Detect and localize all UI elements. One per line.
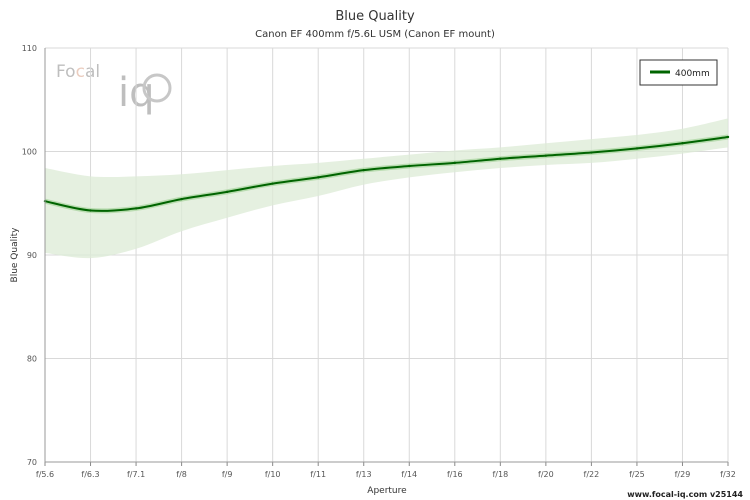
legend-label-400mm: 400mm [675, 69, 710, 79]
data-point [89, 209, 92, 212]
x-tick-label: f/22 [584, 470, 600, 479]
confidence-band-400mm [45, 118, 728, 259]
x-tick-label: f/16 [447, 470, 463, 479]
chart-subtitle: Canon EF 400mm f/5.6L USM (Canon EF moun… [255, 29, 495, 40]
axis-layer: 70 80 90 100 110 f/5.6 f/6.3 f/7.1 f/8 f/9 f/10 f/1… [22, 44, 736, 479]
x-tick-label: f/9 [222, 470, 233, 479]
x-tick-label: f/25 [629, 470, 645, 479]
x-tick-label: f/10 [265, 470, 281, 479]
data-point [453, 161, 456, 165]
legend: 400mm [639, 59, 718, 86]
data-point [362, 168, 365, 172]
x-tick-label: f/6.3 [81, 470, 99, 479]
x-tick-label: f/8 [176, 470, 187, 479]
chart-title: Blue Quality [335, 9, 415, 24]
data-point [681, 142, 684, 145]
x-tick-label: f/32 [720, 470, 736, 479]
x-tick-label: f/29 [675, 470, 691, 479]
y-axis-title: Blue Quality [10, 227, 20, 283]
y-tick-label: 80 [27, 355, 37, 364]
series-line-400mm [44, 136, 729, 212]
x-tick-label: f/5.6 [36, 470, 54, 479]
y-tick-label: 70 [27, 458, 37, 467]
lens-aperture-icon [142, 73, 172, 103]
y-tick-label: 90 [27, 251, 37, 260]
series-line-layer [43, 134, 730, 214]
data-point [271, 182, 274, 185]
y-tick-label: 110 [22, 44, 37, 53]
data-point [408, 164, 411, 168]
logo-fo: Fo [56, 62, 76, 82]
x-axis-title: Aperture [367, 486, 407, 496]
logo-al: al [85, 62, 100, 82]
data-point [544, 154, 548, 157]
data-point [225, 190, 229, 194]
x-tick-label: f/20 [538, 470, 554, 479]
logo-c: c [76, 62, 85, 82]
focal-iq-logo: Focal iq [56, 62, 172, 116]
data-point [635, 147, 639, 150]
footer-url: www.focal-iq.com v25144 [627, 490, 743, 499]
y-tick-label: 100 [22, 148, 37, 157]
x-tick-label: f/14 [401, 470, 417, 479]
data-point [590, 151, 593, 154]
svg-text:Focal: Focal [56, 62, 100, 82]
x-tick-label: f/13 [356, 470, 372, 479]
data-point [134, 207, 138, 210]
data-point [180, 197, 183, 201]
x-tick-label: f/7.1 [127, 470, 145, 479]
x-tick-label: f/18 [492, 470, 508, 479]
data-point [499, 157, 502, 160]
data-point [317, 176, 320, 179]
data-point [726, 135, 730, 139]
x-tick-label: f/11 [310, 470, 326, 479]
confidence-band-layer [45, 118, 728, 259]
